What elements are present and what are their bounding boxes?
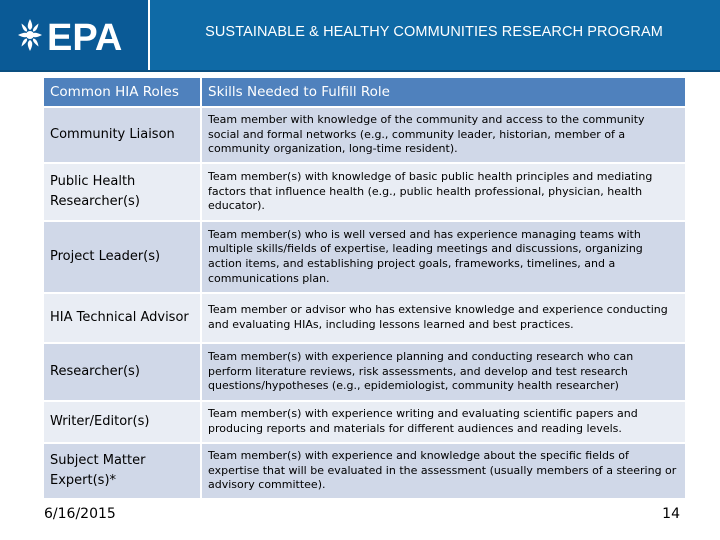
skills-cell: Team member or advisor who has extensive…	[200, 292, 687, 344]
role-cell: Writer/Editor(s)	[42, 400, 202, 444]
role-cell: Subject Matter Expert(s)*	[42, 442, 202, 500]
table-row: Subject Matter Expert(s)* Team member(s)…	[42, 442, 687, 500]
slide-page-number: 14	[662, 506, 680, 522]
role-cell: HIA Technical Advisor	[42, 292, 202, 344]
skills-cell: Team member(s) who is well versed and ha…	[200, 220, 687, 294]
skills-cell: Team member(s) with experience and knowl…	[200, 442, 687, 500]
table-header-row: Common HIA Roles Skills Needed to Fulfil…	[42, 76, 687, 108]
hia-roles-table: Common HIA Roles Skills Needed to Fulfil…	[42, 76, 687, 500]
role-cell: Public Health Researcher(s)	[42, 162, 202, 222]
table-row: Researcher(s) Team member(s) with experi…	[42, 342, 687, 402]
epa-seal-icon: EPA	[18, 17, 122, 55]
skills-cell: Team member with knowledge of the commun…	[200, 106, 687, 164]
role-cell: Community Liaison	[42, 106, 202, 164]
program-title: SUSTAINABLE & HEALTHY COMMUNITIES RESEAR…	[205, 24, 663, 40]
table-row: Project Leader(s) Team member(s) who is …	[42, 220, 687, 294]
role-cell: Project Leader(s)	[42, 220, 202, 294]
column-header-skills: Skills Needed to Fulfill Role	[200, 76, 687, 108]
table-row: Community Liaison Team member with knowl…	[42, 106, 687, 164]
skills-cell: Team member(s) with experience planning …	[200, 342, 687, 402]
table-row: Public Health Researcher(s) Team member(…	[42, 162, 687, 222]
header-banner: EPA SUSTAINABLE & HEALTHY COMMUNITIES RE…	[0, 0, 720, 72]
table-row: HIA Technical Advisor Team member or adv…	[42, 292, 687, 344]
role-cell: Researcher(s)	[42, 342, 202, 402]
slide-date: 6/16/2015	[44, 506, 116, 522]
column-header-roles: Common HIA Roles	[42, 76, 202, 108]
skills-cell: Team member(s) with knowledge of basic p…	[200, 162, 687, 222]
epa-logo-text: EPA	[47, 17, 122, 55]
table-row: Writer/Editor(s) Team member(s) with exp…	[42, 400, 687, 444]
skills-cell: Team member(s) with experience writing a…	[200, 400, 687, 444]
epa-logo[interactable]: EPA	[0, 0, 150, 70]
